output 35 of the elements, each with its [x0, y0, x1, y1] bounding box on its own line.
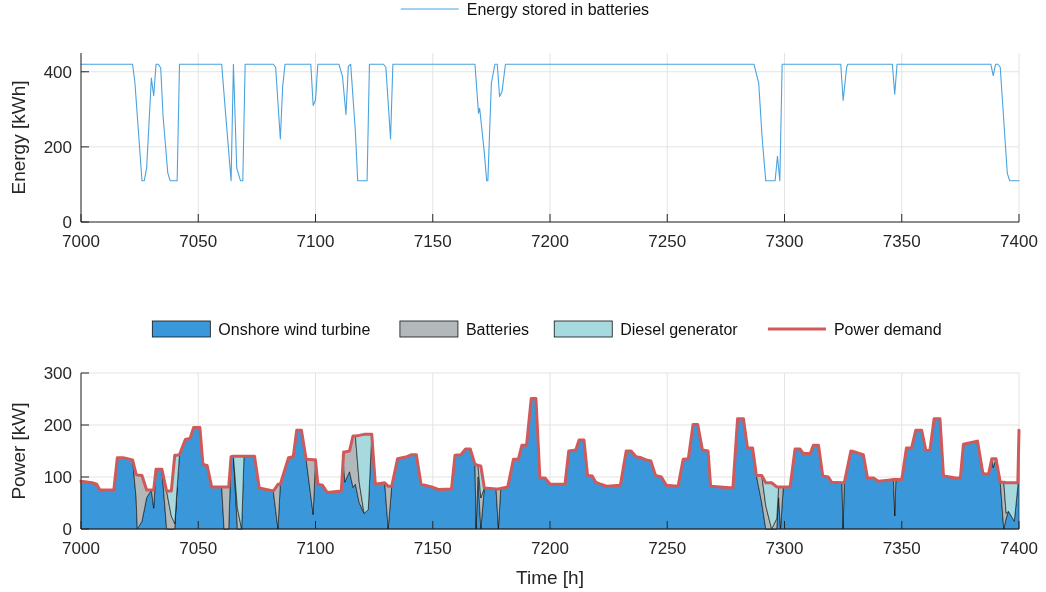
x-tick-label: 7300 — [765, 232, 804, 251]
y-axis-title: Power [kW] — [8, 402, 29, 500]
x-tick-label: 7250 — [648, 539, 687, 558]
legend-label: Diesel generator — [620, 320, 739, 338]
line-series — [79, 396, 1021, 495]
line-series — [80, 63, 1020, 182]
legend-label: Energy stored in batteries — [466, 0, 650, 18]
legend-label: Power demand — [833, 320, 942, 338]
y-tick-label: 100 — [43, 468, 72, 487]
x-tick-label: 7050 — [179, 232, 218, 251]
y-tick-label: 0 — [62, 213, 72, 232]
x-tick-label: 7200 — [531, 232, 569, 251]
y-tick-label: 200 — [43, 137, 72, 157]
y-axis-title: Energy [kWh] — [8, 80, 29, 195]
x-tick-label: 7000 — [62, 232, 100, 251]
x-tick-label: 7250 — [648, 232, 687, 251]
x-tick-label: 7150 — [413, 539, 452, 558]
y-tick-label: 0 — [62, 520, 72, 539]
x-axis-title: Time [h] — [516, 567, 584, 588]
x-tick-label: 7100 — [296, 539, 335, 558]
legend-label: Onshore wind turbine — [218, 320, 371, 338]
x-tick-label: 7050 — [179, 539, 218, 558]
legend-label: Batteries — [465, 320, 530, 338]
x-tick-label: 7100 — [296, 232, 335, 251]
y-tick-label: 300 — [43, 364, 72, 383]
x-tick-label: 7300 — [765, 539, 804, 558]
x-tick-label: 7200 — [531, 539, 569, 558]
x-tick-label: 7000 — [62, 539, 100, 558]
x-tick-label: 7350 — [882, 539, 921, 558]
y-tick-label: 400 — [43, 62, 72, 82]
y-tick-label: 200 — [43, 416, 72, 435]
x-tick-label: 7400 — [1000, 539, 1038, 558]
x-tick-label: 7150 — [413, 232, 452, 251]
x-tick-label: 7350 — [882, 232, 921, 251]
x-tick-label: 7400 — [1000, 232, 1038, 251]
